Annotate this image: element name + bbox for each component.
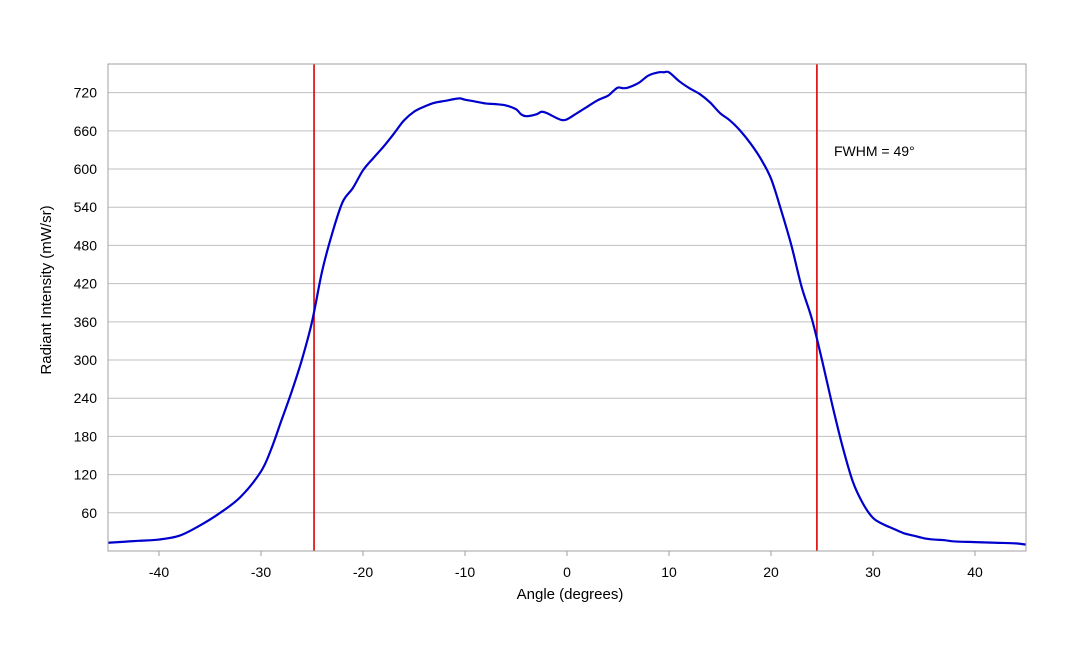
y-axis-label: Radiant Intensity (mW/sr) bbox=[38, 205, 55, 374]
radiant-intensity-series-line bbox=[107, 70, 1027, 546]
y-tick-label: 120 bbox=[74, 467, 98, 483]
y-tick-label: 360 bbox=[74, 314, 98, 330]
fwhm-marker-layer bbox=[313, 64, 818, 551]
y-tick-label: 420 bbox=[74, 276, 98, 292]
plot-frame bbox=[107, 63, 1027, 552]
y-tick-label: 540 bbox=[74, 199, 98, 215]
y-tick-label: 180 bbox=[74, 428, 98, 444]
x-tick-label: 0 bbox=[563, 564, 571, 580]
y-tick-label: 720 bbox=[74, 85, 98, 101]
x-tick-label: 10 bbox=[661, 564, 677, 580]
x-tick-label: -30 bbox=[251, 564, 271, 580]
x-tick-label: -20 bbox=[353, 564, 373, 580]
grid-layer bbox=[108, 92, 1026, 514]
x-tick-label: -10 bbox=[455, 564, 475, 580]
x-axis-label: Angle (degrees) bbox=[517, 586, 624, 603]
x-tick-label: 20 bbox=[763, 564, 779, 580]
x-tick-label: 30 bbox=[865, 564, 881, 580]
fwhm-annotation: FWHM = 49° bbox=[834, 143, 915, 159]
y-tick-label: 300 bbox=[74, 352, 98, 368]
y-tick-label: 60 bbox=[81, 505, 97, 521]
y-tick-label: 600 bbox=[74, 161, 98, 177]
y-tick-label: 660 bbox=[74, 123, 98, 139]
y-tick-label: 480 bbox=[74, 237, 98, 253]
x-tick-label: -40 bbox=[149, 564, 169, 580]
series-layer bbox=[107, 70, 1027, 546]
y-tick-label: 240 bbox=[74, 390, 98, 406]
x-tick-label: 40 bbox=[967, 564, 983, 580]
